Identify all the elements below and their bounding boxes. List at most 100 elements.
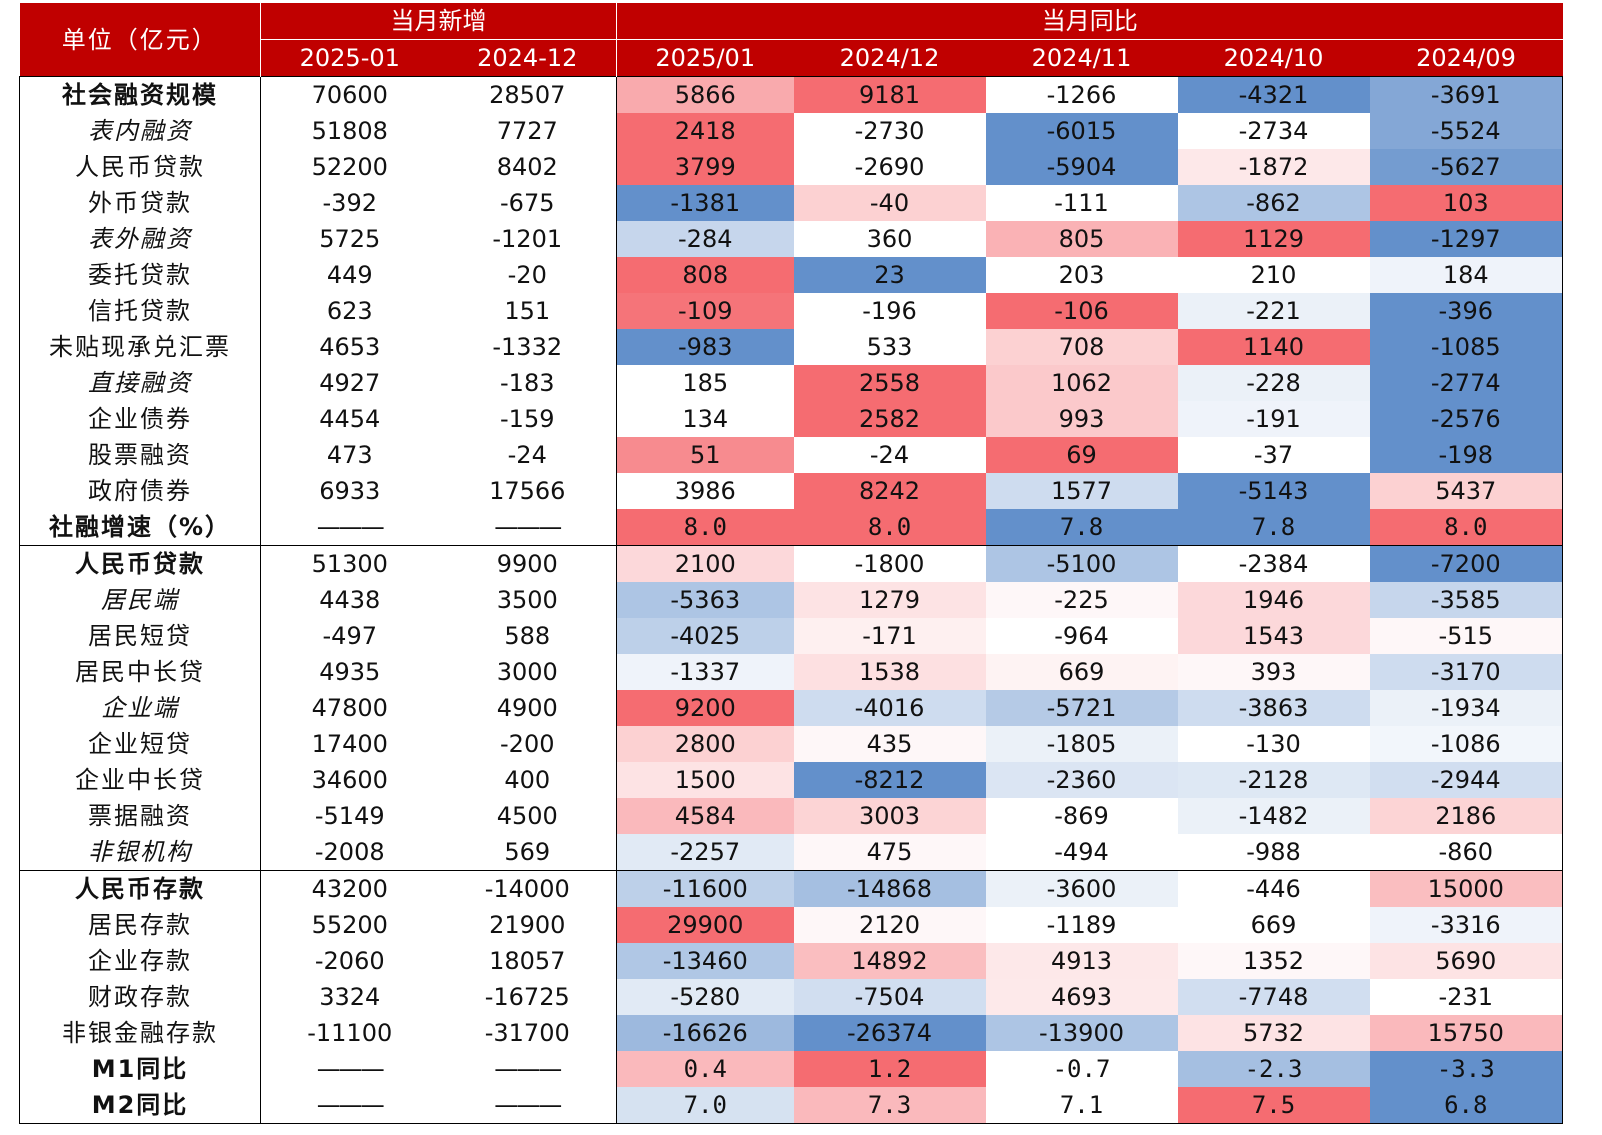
table-row: 人民币存款 43200 -14000 -11600 -14868 -3600 -446 150… (19, 870, 1563, 907)
table-row: 财政存款 3324 -16725 -5280 -7504 4693 -7748 -231 (19, 979, 1563, 1015)
monthly-new-cell: 473 (260, 437, 439, 473)
table-row: 表外融资 5725 -1201 -284 360 805 1129 -1297 (19, 221, 1563, 257)
yoy-heat-cell: -964 (985, 618, 1178, 654)
yoy-heat-cell: 5732 (1177, 1015, 1370, 1051)
yoy-heat-cell: -5143 (1177, 473, 1370, 509)
table-row: 人民币贷款 52200 8402 3799 -2690 -5904 -1872 -5627 (19, 149, 1563, 185)
yoy-heat-cell: -130 (1177, 726, 1370, 762)
yoy-heat-cell: 8.0 (616, 509, 794, 546)
table-row: 社会融资规模 70600 28507 5866 9181 -1266 -4321 -3691 (19, 76, 1563, 113)
row-label: 企业存款 (19, 943, 261, 979)
table-row: 信托贷款 623 151 -109 -196 -106 -221 -396 (19, 293, 1563, 329)
yoy-heat-cell: 2800 (616, 726, 794, 762)
row-label: 居民中长贷 (19, 654, 261, 690)
yoy-heat-cell: 669 (1177, 907, 1370, 943)
yoy-heat-cell: 14892 (793, 943, 986, 979)
row-label: 信托贷款 (19, 293, 261, 329)
yoy-period-header: 2024/11 (985, 39, 1178, 77)
table-row: M1同比 ——— ——— 0.4 1.2 -0.7 -2.3 -3.3 (19, 1051, 1563, 1087)
row-label: 未贴现承兑汇票 (19, 329, 261, 365)
row-label: 外币贷款 (19, 185, 261, 221)
yoy-heat-cell: -221 (1177, 293, 1370, 329)
yoy-heat-cell: 1500 (616, 762, 794, 798)
yoy-heat-cell: 4913 (985, 943, 1178, 979)
yoy-heat-cell: -1934 (1369, 690, 1563, 726)
yoy-heat-cell: 5866 (616, 76, 794, 113)
yoy-heat-cell: -1085 (1369, 329, 1563, 365)
yoy-heat-cell: -4025 (616, 618, 794, 654)
yoy-heat-cell: -446 (1177, 870, 1370, 907)
table-row: 企业中长贷 34600 400 1500 -8212 -2360 -2128 -2944 (19, 762, 1563, 798)
monthly-new-cell: 151 (438, 293, 617, 329)
monthly-new-cell: 43200 (260, 870, 439, 907)
yoy-heat-cell: 7.5 (1177, 1087, 1370, 1124)
yoy-heat-cell: -24 (793, 437, 986, 473)
monthly-new-cell: 4653 (260, 329, 439, 365)
yoy-heat-cell: -191 (1177, 401, 1370, 437)
yoy-heat-cell: 1.2 (793, 1051, 986, 1087)
yoy-period-header: 2024/12 (793, 39, 986, 77)
yoy-heat-cell: -14868 (793, 870, 986, 907)
yoy-heat-cell: 9200 (616, 690, 794, 726)
yoy-period-header: 2025/01 (616, 39, 794, 77)
yoy-heat-cell: -0.7 (985, 1051, 1178, 1087)
social-financing-table: 单位（亿元） 当月新增 当月同比 2025-01 2024-12 2025/01… (19, 3, 1563, 1124)
yoy-heat-cell: -4321 (1177, 76, 1370, 113)
table-row: M2同比 ——— ——— 7.0 7.3 7.1 7.5 6.8 (19, 1087, 1563, 1124)
yoy-heat-cell: 808 (616, 257, 794, 293)
table-row: 企业短贷 17400 -200 2800 435 -1805 -130 -1086 (19, 726, 1563, 762)
yoy-heat-cell: -26374 (793, 1015, 986, 1051)
yoy-heat-cell: -1189 (985, 907, 1178, 943)
row-label: 社融增速（%） (19, 509, 261, 546)
new-period-header: 2024-12 (438, 39, 617, 77)
yoy-heat-cell: -1800 (793, 545, 986, 582)
yoy-heat-cell: 360 (793, 221, 986, 257)
yoy-heat-cell: 1352 (1177, 943, 1370, 979)
yoy-heat-cell: 15000 (1369, 870, 1563, 907)
row-label: 财政存款 (19, 979, 261, 1015)
yoy-heat-cell: 1140 (1177, 329, 1370, 365)
yoy-heat-cell: -106 (985, 293, 1178, 329)
monthly-new-cell: 55200 (260, 907, 439, 943)
yoy-heat-cell: 993 (985, 401, 1178, 437)
monthly-new-cell: ——— (260, 1087, 439, 1124)
table-row: 政府债券 6933 17566 3986 8242 1577 -5143 5437 (19, 473, 1563, 509)
monthly-new-cell: 3000 (438, 654, 617, 690)
yoy-heat-cell: 3003 (793, 798, 986, 834)
yoy-heat-cell: 4693 (985, 979, 1178, 1015)
row-label: 股票融资 (19, 437, 261, 473)
yoy-heat-cell: 185 (616, 365, 794, 401)
yoy-heat-cell: 2558 (793, 365, 986, 401)
yoy-heat-cell: -3863 (1177, 690, 1370, 726)
row-label: 委托贷款 (19, 257, 261, 293)
yoy-heat-cell: 2120 (793, 907, 986, 943)
monthly-new-cell: -159 (438, 401, 617, 437)
table-row: 居民存款 55200 21900 29900 2120 -1189 669 -3316 (19, 907, 1563, 943)
yoy-heat-cell: -2128 (1177, 762, 1370, 798)
yoy-heat-cell: -1266 (985, 76, 1178, 113)
yoy-heat-cell: -2944 (1369, 762, 1563, 798)
table-row: 直接融资 4927 -183 185 2558 1062 -228 -2774 (19, 365, 1563, 401)
yoy-heat-cell: -1805 (985, 726, 1178, 762)
table-row: 社融增速（%） ——— ——— 8.0 8.0 7.8 7.8 8.0 (19, 509, 1563, 546)
row-label: 表内融资 (19, 113, 261, 149)
yoy-heat-cell: -2360 (985, 762, 1178, 798)
row-label: 社会融资规模 (19, 76, 261, 113)
monthly-new-cell: -24 (438, 437, 617, 473)
table-row: 人民币贷款 51300 9900 2100 -1800 -5100 -2384 -7200 (19, 545, 1563, 582)
row-label: 人民币贷款 (19, 149, 261, 185)
row-label: 企业中长贷 (19, 762, 261, 798)
yoy-heat-cell: -11600 (616, 870, 794, 907)
yoy-heat-cell: -2384 (1177, 545, 1370, 582)
yoy-heat-cell: 533 (793, 329, 986, 365)
yoy-heat-cell: 184 (1369, 257, 1563, 293)
yoy-heat-cell: 2100 (616, 545, 794, 582)
yoy-heat-cell: 7.1 (985, 1087, 1178, 1124)
yoy-heat-cell: -198 (1369, 437, 1563, 473)
yoy-heat-cell: 2418 (616, 113, 794, 149)
yoy-heat-cell: -862 (1177, 185, 1370, 221)
yoy-heat-cell: -37 (1177, 437, 1370, 473)
monthly-new-cell: -20 (438, 257, 617, 293)
yoy-heat-cell: 5437 (1369, 473, 1563, 509)
table-row: 非银金融存款 -11100 -31700 -16626 -26374 -13900 5732… (19, 1015, 1563, 1051)
